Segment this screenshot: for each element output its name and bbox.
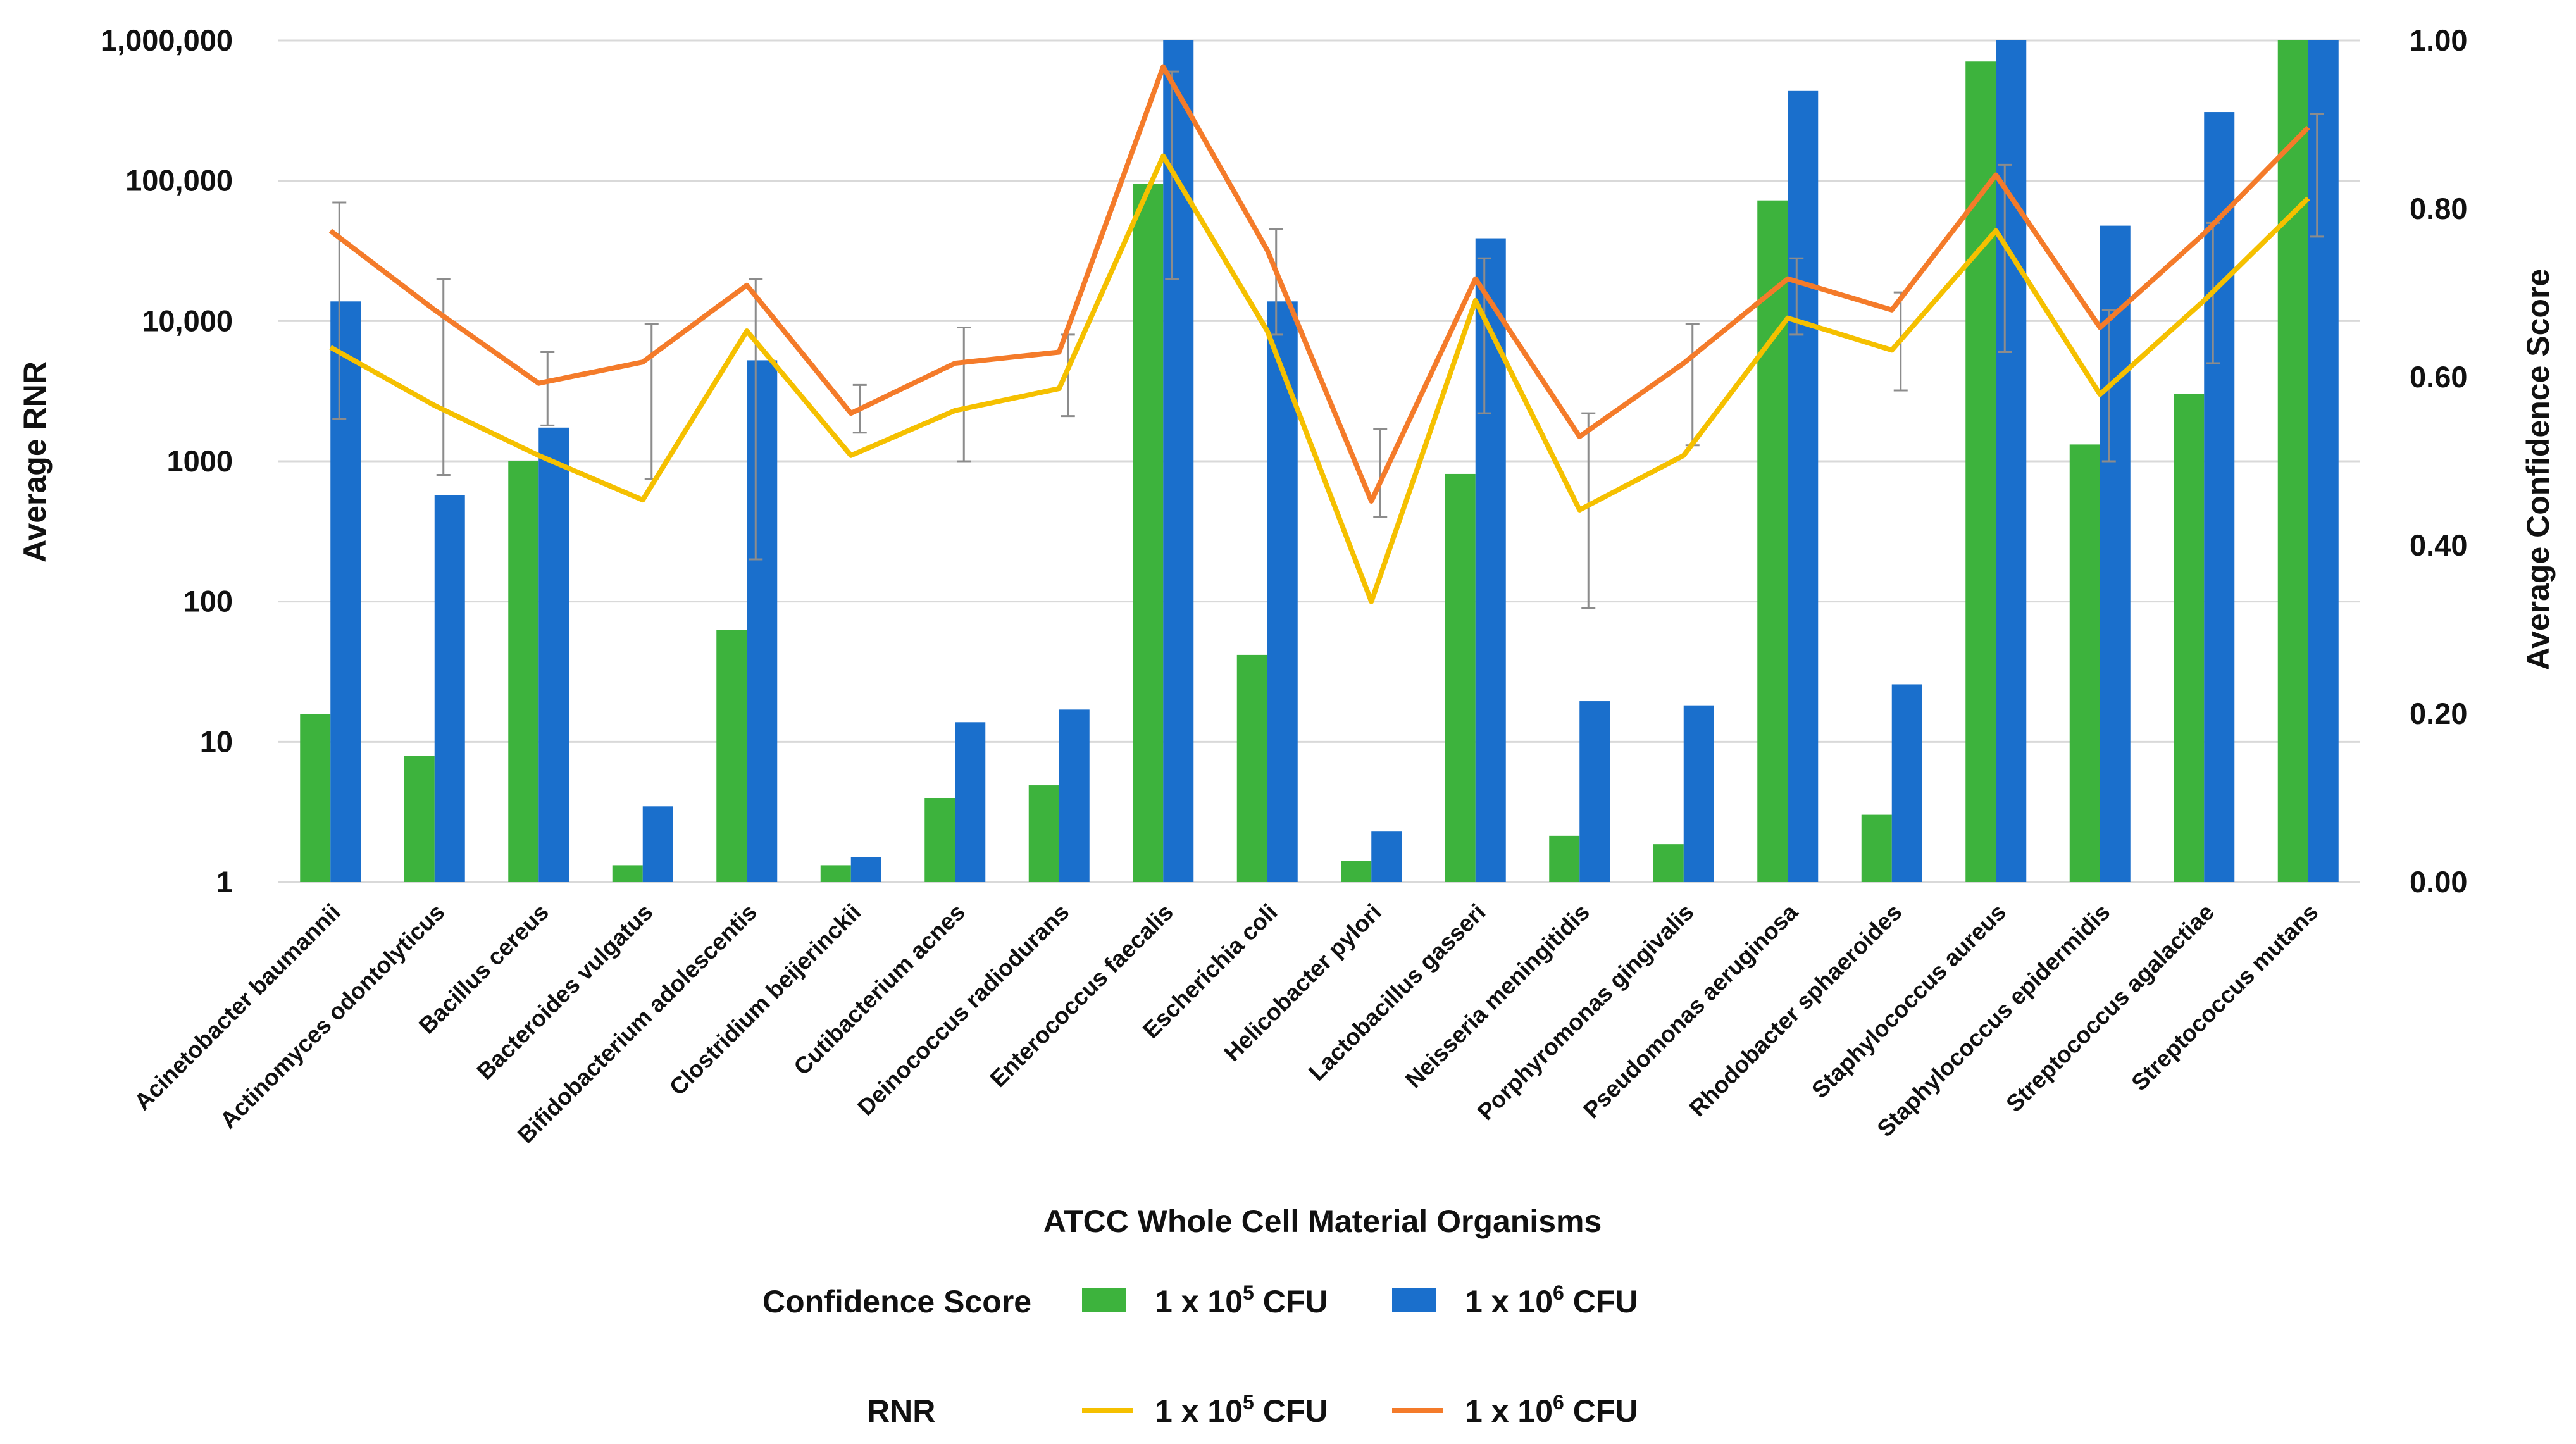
bar-e5 xyxy=(1757,200,1788,883)
bar-e5 xyxy=(2277,40,2308,882)
x-category-label: Neisseria meningitidis xyxy=(1400,899,1595,1093)
y-right-tick-label: 1.00 xyxy=(2410,23,2467,57)
bar-e6 xyxy=(850,857,881,882)
x-category-label: Rhodobacter sphaeroides xyxy=(1684,899,1907,1122)
x-category-label: Deinococcus radiodurans xyxy=(852,899,1074,1121)
bar-e5 xyxy=(1028,785,1059,882)
lines xyxy=(328,64,2310,604)
bar-e5 xyxy=(716,630,747,882)
bar-e5 xyxy=(1861,814,1892,882)
bar-e6 xyxy=(330,301,361,882)
y-right-tick-label: 0.20 xyxy=(2410,697,2467,730)
x-category-label: Staphylococcus aureus xyxy=(1807,899,2011,1104)
bar-e6 xyxy=(2204,112,2235,882)
y-left-title: Average RNR xyxy=(17,361,53,563)
bar-e6 xyxy=(747,360,778,882)
y-left-tick-label: 1 xyxy=(216,865,233,899)
bar-e6 xyxy=(955,722,986,882)
y-left-tick-label: 1000 xyxy=(166,444,233,478)
bar-e6 xyxy=(1267,301,1298,882)
bar-e5 xyxy=(300,714,331,882)
x-category-label: Actinomyces odontolyticus xyxy=(215,899,450,1134)
bar-e6 xyxy=(2100,225,2131,883)
bar-e5 xyxy=(1236,654,1267,882)
bar-e6 xyxy=(1683,705,1714,882)
y-right-tick-label: 0.40 xyxy=(2410,528,2467,562)
x-category-label: Porphyromonas gingivalis xyxy=(1472,899,1699,1126)
y-left-tick-label: 100 xyxy=(184,585,233,618)
bar-e6 xyxy=(1996,40,2027,882)
y-left-ticks: 1 10 100 1000 10,000 100,000 1,000,000 xyxy=(101,23,233,899)
line-e6 xyxy=(328,64,2310,504)
bar-e5 xyxy=(1549,835,1580,882)
bar-e5 xyxy=(404,756,435,882)
line-e5 xyxy=(329,153,2310,604)
y-left-tick-label: 10,000 xyxy=(142,304,233,337)
y-left-tick-label: 1,000,000 xyxy=(101,23,233,57)
legend-swatch xyxy=(1392,1288,1436,1312)
x-category-label: Streptococcus mutans xyxy=(2126,899,2323,1096)
x-category-label: Enterococcus faecalis xyxy=(985,899,1178,1092)
x-category-label: Lactobacillus gasseri xyxy=(1304,899,1490,1086)
y-right-tick-label: 0.60 xyxy=(2410,360,2467,394)
bar-e6 xyxy=(1475,238,1506,882)
bar-e5 xyxy=(508,461,539,882)
y-right-tick-label: 0.80 xyxy=(2410,192,2467,225)
y-left-tick-label: 10 xyxy=(200,725,233,758)
legend-label: 1 x 105 CFU xyxy=(1155,1391,1328,1429)
bar-e6 xyxy=(1059,709,1090,882)
bar-e6 xyxy=(1891,684,1922,882)
legend-label: 1 x 106 CFU xyxy=(1465,1391,1638,1429)
x-category-label: Acinetobacter baumannii xyxy=(129,899,345,1116)
x-category-label: Streptococcus agalactiae xyxy=(2001,899,2219,1117)
legend-lines-title: RNR xyxy=(867,1393,935,1429)
y-right-tick-label: 0.00 xyxy=(2410,865,2467,899)
bar-e6 xyxy=(538,427,569,882)
bar-e6 xyxy=(2308,40,2339,882)
bar-e6 xyxy=(1371,831,1402,882)
legend-label: 1 x 105 CFU xyxy=(1155,1281,1328,1319)
legend-swatch xyxy=(1082,1288,1126,1312)
bar-e5 xyxy=(1653,844,1684,882)
x-category-label: Pseudomonas aeruginosa xyxy=(1578,899,1803,1123)
y-left-tick-label: 100,000 xyxy=(125,164,233,197)
x-category-label: Bacteroides vulgatus xyxy=(472,899,658,1085)
y-right-ticks: 0.00 0.20 0.40 0.60 0.80 1.00 xyxy=(2410,23,2467,899)
bars xyxy=(300,40,2339,883)
bar-e6 xyxy=(434,495,465,882)
bar-e5 xyxy=(612,865,643,882)
x-axis-title: ATCC Whole Cell Material Organisms xyxy=(1043,1204,1602,1239)
bar-e5 xyxy=(1445,473,1476,882)
x-category-label: Clostridium beijerinckii xyxy=(664,899,866,1100)
gridlines xyxy=(278,39,2360,883)
bar-e5 xyxy=(924,798,955,882)
legend-label: 1 x 106 CFU xyxy=(1465,1281,1638,1319)
bar-e5 xyxy=(820,865,851,882)
bar-e5 xyxy=(2069,444,2100,882)
legend: Confidence Score RNR 1 x 105 CFU 1 x 106 … xyxy=(762,1281,1638,1429)
bar-e6 xyxy=(642,806,673,882)
bar-e5 xyxy=(2174,394,2205,882)
legend-bars-title: Confidence Score xyxy=(762,1284,1031,1319)
bar-e6 xyxy=(1579,701,1610,882)
bar-e5 xyxy=(1341,861,1372,882)
y-right-title: Average Confidence Score xyxy=(2520,269,2556,670)
bar-e5 xyxy=(1133,184,1164,883)
x-category-label: Cutibacterium acnes xyxy=(789,899,970,1080)
bar-e6 xyxy=(1788,90,1819,882)
